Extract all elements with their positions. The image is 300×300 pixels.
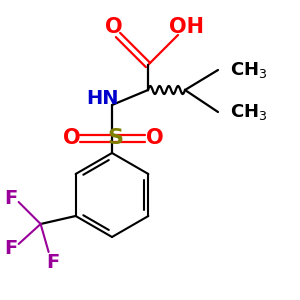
Text: O: O [105, 17, 123, 37]
Text: F: F [4, 188, 17, 208]
Text: F: F [46, 253, 59, 272]
Text: S: S [107, 128, 123, 148]
Text: O: O [146, 128, 164, 148]
Text: O: O [63, 128, 81, 148]
Text: HN: HN [86, 89, 118, 109]
Text: OH: OH [169, 17, 203, 37]
Text: F: F [4, 238, 17, 257]
Text: CH$_3$: CH$_3$ [230, 60, 267, 80]
Text: CH$_3$: CH$_3$ [230, 102, 267, 122]
